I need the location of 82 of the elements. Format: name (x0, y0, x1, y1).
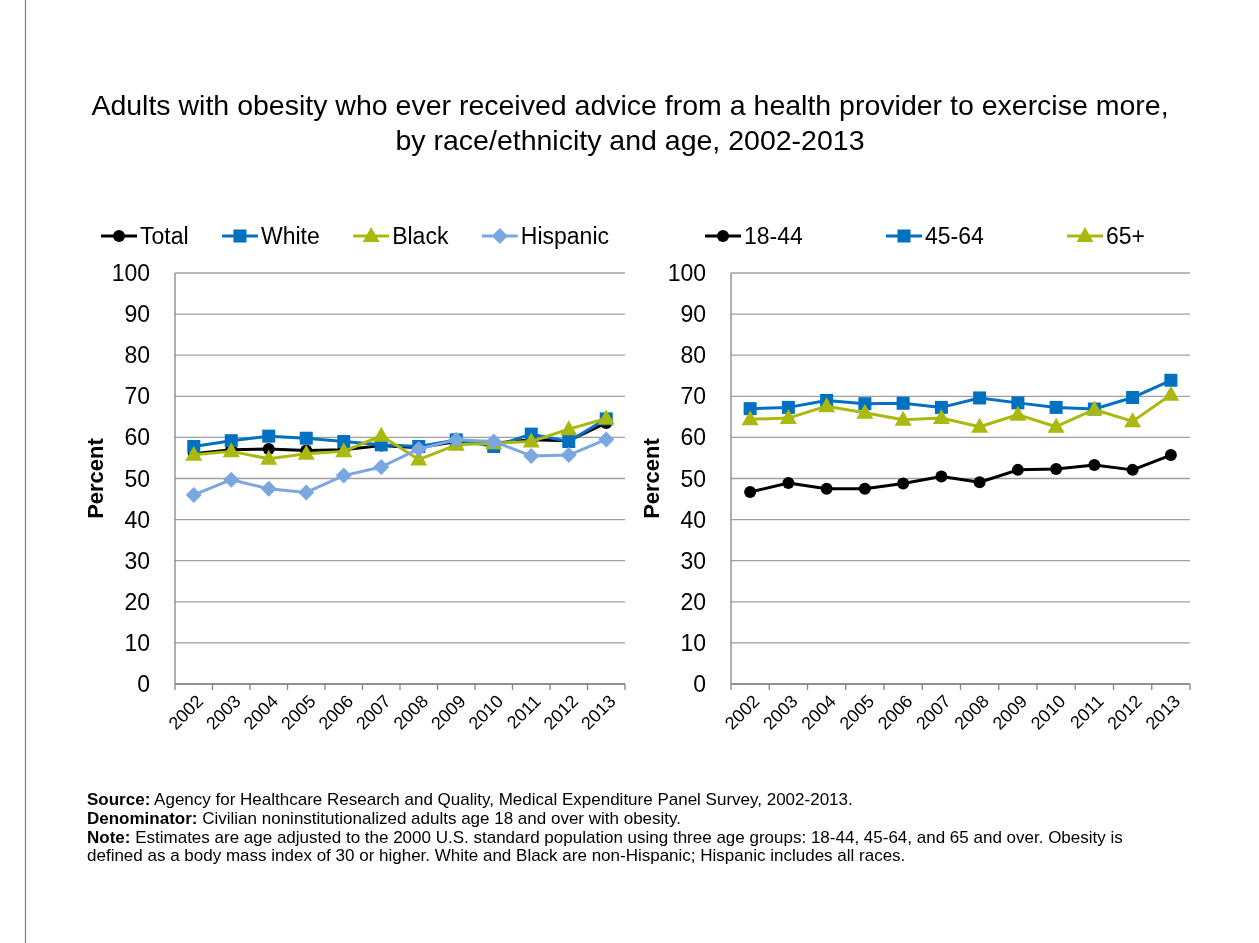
point (897, 477, 910, 490)
point (1009, 405, 1027, 421)
y-tick-label: 10 (124, 629, 150, 656)
legend-label: 65+ (1105, 223, 1145, 250)
point (971, 417, 989, 433)
point (1011, 463, 1024, 476)
point (260, 449, 278, 465)
text: Note: Estimates are age adjusted to the 2000 U.S. standard population using three age groups: 18-44, 45-64, and 65 and over. Obesity is defined as a body mass index of 30 or higher. White and Black are non-Hispanic; Hispanic includes all races. (87, 827, 1123, 866)
chart-title: Adults with obesity who ever received advice from a health provider to exercise more, by race/ethnicity and age, 2002-2013 (91, 89, 1169, 156)
point (1124, 412, 1142, 428)
y-tick-label: 60 (124, 424, 150, 451)
point (818, 397, 836, 413)
point (779, 409, 797, 425)
point (973, 391, 987, 405)
legend-label: Black (392, 223, 449, 250)
legend-label: 18-44 (744, 223, 804, 250)
legend-label: Hispanic (520, 223, 610, 250)
point (560, 420, 578, 436)
point (1049, 400, 1063, 414)
point (185, 486, 202, 503)
point (1050, 463, 1063, 476)
y-tick-label: 30 (680, 547, 706, 574)
point (1126, 463, 1139, 476)
y-tick-label: 0 (693, 671, 706, 698)
point (934, 400, 948, 414)
point (743, 402, 757, 416)
y-tick-label: 90 (124, 301, 150, 328)
y-tick-label: 20 (124, 588, 150, 615)
point (523, 447, 540, 464)
point (894, 410, 912, 426)
point (560, 447, 577, 464)
point (896, 396, 910, 410)
y-tick-label: 20 (680, 588, 706, 615)
point (932, 409, 950, 425)
point (224, 434, 238, 448)
point (1011, 396, 1025, 410)
y-tick-label: 0 (137, 671, 150, 698)
point (1047, 417, 1065, 433)
text: Denominator: Civilian noninstitutionalized adults age 18 and over with obesity. (87, 808, 682, 828)
y-tick-label: 40 (124, 506, 150, 533)
point (820, 482, 833, 495)
point (741, 410, 759, 426)
y-tick-label: 100 (667, 260, 706, 287)
point (262, 429, 276, 443)
y-tick-label: 50 (124, 465, 150, 492)
point (973, 476, 986, 489)
point (373, 458, 390, 475)
y-tick-label: 70 (124, 383, 150, 410)
y-tick-label: 100 (111, 260, 150, 287)
point (372, 426, 390, 442)
point (1088, 458, 1101, 471)
y-tick-label: 30 (124, 547, 150, 574)
point (1164, 449, 1177, 462)
point (782, 477, 795, 490)
y-tick-label: 80 (680, 342, 706, 369)
point (744, 486, 757, 499)
y-tick-label: 80 (124, 342, 150, 369)
y-tick-label: 40 (680, 506, 706, 533)
y-tick-label: 10 (680, 629, 706, 656)
point (298, 484, 315, 501)
y-axis-title: Percent (638, 437, 664, 519)
y-axis-title: Percent (82, 437, 108, 519)
y-tick-label: 90 (680, 301, 706, 328)
point (223, 471, 240, 488)
y-tick-label: 50 (680, 465, 706, 492)
point (935, 470, 948, 483)
legend-label: Total (140, 223, 189, 250)
point (781, 400, 795, 414)
point (335, 467, 352, 484)
legend-label: 45-64 (924, 223, 985, 250)
point (260, 480, 277, 497)
point (858, 482, 871, 495)
point (1162, 385, 1180, 401)
legend-label: White (260, 223, 320, 250)
point (1164, 373, 1178, 387)
y-tick-label: 60 (680, 424, 706, 451)
point (598, 431, 615, 448)
point (299, 431, 313, 445)
source-note: Source: Agency for Healthcare Research and Quality, Medical Expenditure Panel Survey, 2002-2013. (87, 790, 853, 809)
point (1126, 391, 1140, 405)
point (856, 403, 874, 419)
y-tick-label: 70 (680, 383, 706, 410)
